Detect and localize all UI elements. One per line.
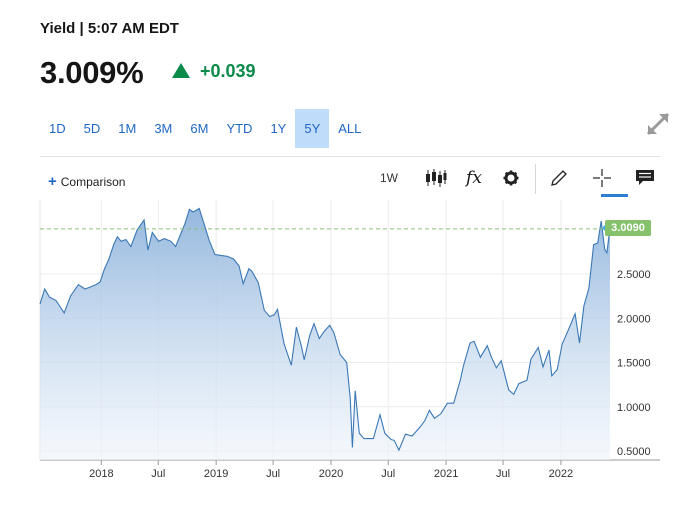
y-tick-label: 2.0000 [617,313,651,325]
comparison-button[interactable]: + Comparison [48,173,125,190]
x-tick-label: 2018 [89,468,113,480]
range-1m[interactable]: 1M [118,121,137,136]
settings-gear-icon[interactable] [498,164,524,192]
last-value-label: 3.0090 [605,220,651,236]
x-tick-label: 2019 [204,468,228,480]
yield-line [39,207,611,452]
interval-button[interactable]: 1W [380,171,398,185]
x-tick-label: Jul [496,468,510,480]
time-range-selector: 1D 5D 1M 3M 6M YTD 1Y 5Y ALL [40,109,370,148]
y-tick-label: 2.5000 [617,269,651,281]
range-5y[interactable]: 5Y [295,109,330,148]
x-tick-label: 2021 [434,468,458,480]
y-tick-label: 1.0000 [617,402,651,414]
range-1y[interactable]: 1Y [270,121,287,136]
range-3m[interactable]: 3M [154,121,173,136]
candlestick-icon[interactable] [423,164,449,192]
y-tick-label: 1.5000 [617,358,651,370]
plus-icon: + [48,173,57,190]
draw-pencil-icon[interactable] [546,164,572,192]
yield-price: 3.009% [40,55,144,90]
crosshair-icon[interactable] [589,164,615,192]
quote-title: Yield | 5:07 AM EDT [40,20,179,37]
x-tick-label: 2020 [319,468,343,480]
y-tick-label: 0.5000 [617,446,651,458]
toolbar-divider [535,164,536,194]
range-5d[interactable]: 5D [83,121,101,136]
x-tick-label: Jul [151,468,165,480]
up-triangle-icon [172,63,190,78]
price-change-value: +0.039 [200,61,256,81]
expand-chart-icon[interactable] [644,110,672,138]
crosshair-active-indicator [601,194,628,197]
indicators-button[interactable]: fx [461,164,487,192]
price-change: +0.039 [172,61,256,82]
chart-toolbar [40,156,660,199]
x-tick-label: Jul [381,468,395,480]
function-icon: fx [466,168,482,188]
range-6m[interactable]: 6M [190,121,209,136]
range-ytd[interactable]: YTD [226,121,253,136]
range-all[interactable]: ALL [338,121,362,136]
range-1d[interactable]: 1D [49,121,66,136]
comparison-label: Comparison [60,175,126,189]
yield-chart[interactable]: 2.5000 2.0000 1.5000 1.0000 0.5000 2018 Jul 201… [0,196,685,496]
yield-area [40,208,610,460]
comment-icon[interactable] [632,164,658,192]
x-tick-label: 2022 [549,468,573,480]
x-tick-label: Jul [266,468,280,480]
